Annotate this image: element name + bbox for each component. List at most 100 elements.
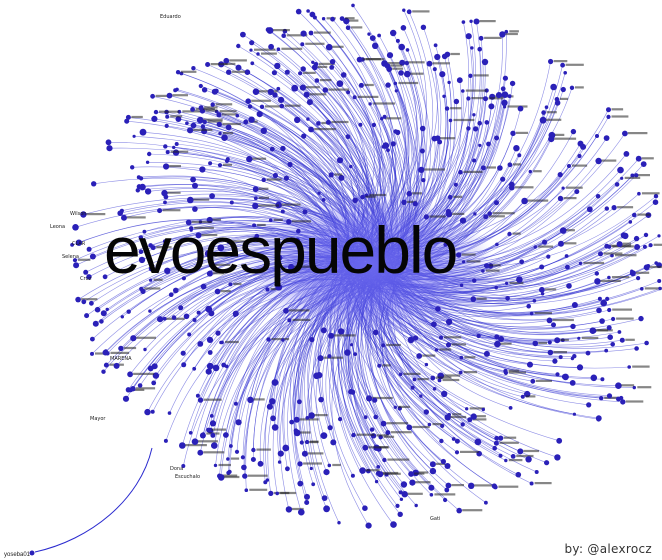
node-label-trace (334, 334, 356, 337)
node-label-trace (641, 192, 660, 195)
graph-node (416, 353, 423, 359)
graph-node (130, 335, 137, 342)
graph-node (171, 315, 177, 320)
graph-node (607, 307, 612, 313)
node-label-trace (319, 79, 332, 82)
node-label-trace (488, 97, 504, 100)
graph-node (272, 172, 278, 179)
graph-node (622, 130, 628, 137)
graph-node (534, 470, 539, 474)
graph-node (340, 72, 347, 78)
graph-node (473, 18, 480, 25)
node-label-trace (611, 115, 629, 118)
graph-node (419, 125, 426, 132)
node-label-trace (169, 165, 181, 168)
graph-node (204, 250, 212, 258)
graph-node (480, 165, 486, 171)
node-label-trace (450, 107, 462, 110)
graph-node (423, 409, 429, 415)
graph-node (192, 366, 197, 371)
graph-node (102, 349, 109, 356)
node-label-trace (453, 118, 475, 122)
graph-node (424, 362, 429, 367)
graph-node (210, 102, 215, 107)
graph-node (544, 105, 549, 109)
graph-node (198, 105, 204, 111)
credit-text: by: @alexrocz (564, 542, 652, 556)
graph-node (337, 328, 345, 335)
node-label-trace (627, 132, 648, 135)
graph-node (147, 151, 152, 157)
graph-node (327, 354, 332, 359)
graph-node (444, 106, 450, 111)
graph-node (362, 505, 368, 512)
node-label-trace (488, 215, 505, 218)
node-label-trace (412, 425, 430, 429)
graph-node (430, 375, 436, 381)
graph-node (397, 511, 403, 517)
graph-node (199, 432, 206, 439)
node-label-trace (314, 128, 336, 131)
graph-node (81, 299, 87, 305)
graph-node (200, 283, 207, 290)
graph-node (445, 318, 453, 326)
graph-node (130, 386, 136, 392)
graph-node (517, 448, 524, 455)
graph-node (246, 155, 253, 163)
node-label-trace (453, 195, 463, 198)
graph-node (472, 158, 477, 163)
graph-node (604, 206, 609, 211)
graph-node (443, 242, 448, 247)
graph-node (447, 194, 453, 200)
graph-node (175, 87, 179, 92)
graph-node (596, 416, 601, 422)
graph-node (619, 337, 625, 343)
node-label-trace (461, 253, 476, 256)
graph-node (100, 310, 107, 317)
graph-node (395, 129, 401, 136)
graph-node (481, 58, 489, 66)
graph-node (192, 206, 198, 212)
node-label-trace (615, 254, 637, 257)
graph-node (195, 393, 200, 398)
graph-node (470, 413, 477, 420)
graph-node (434, 135, 441, 141)
graph-node (269, 398, 276, 405)
node-label-trace (635, 174, 650, 177)
graph-node (636, 276, 641, 281)
graph-node (552, 358, 558, 364)
graph-node (249, 40, 255, 46)
graph-node (539, 264, 545, 270)
node-label-trace (637, 213, 651, 216)
node-label-trace (653, 243, 662, 246)
graph-node (189, 226, 194, 231)
graph-node (558, 240, 564, 247)
graph-node (554, 97, 560, 102)
graph-node (429, 461, 436, 468)
node-label-trace (211, 428, 226, 431)
node-label-trace (310, 440, 319, 443)
node-label-trace (155, 94, 171, 97)
graph-node (187, 127, 194, 134)
graph-node (604, 348, 609, 353)
graph-node (317, 191, 321, 195)
node-label-trace (564, 242, 577, 245)
node-label-trace (434, 493, 456, 496)
node-label-trace (318, 62, 335, 65)
graph-node (308, 30, 314, 36)
graph-node (517, 105, 524, 112)
node-label-trace (365, 195, 376, 198)
graph-node (513, 145, 520, 152)
graph-node (281, 338, 285, 342)
graph-node (444, 487, 450, 493)
graph-node (197, 397, 204, 403)
graph-node (507, 162, 513, 168)
node-label-trace (299, 418, 319, 421)
node-label-trace (300, 431, 311, 434)
graph-node (597, 296, 602, 301)
node-label-trace (538, 341, 547, 345)
graph-node (658, 286, 662, 291)
graph-node (308, 412, 315, 419)
graph-node (393, 81, 398, 86)
graph-node (451, 437, 456, 441)
